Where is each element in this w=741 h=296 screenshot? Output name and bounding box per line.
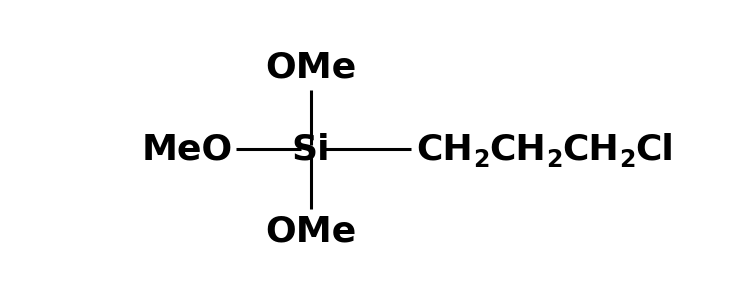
Text: Si: Si — [292, 133, 330, 166]
Text: 2: 2 — [546, 148, 562, 172]
Text: MeO: MeO — [142, 133, 233, 166]
Text: CH: CH — [489, 133, 546, 166]
Text: 2: 2 — [473, 148, 489, 172]
Text: OMe: OMe — [265, 51, 356, 85]
Text: 2: 2 — [619, 148, 635, 172]
Text: CH: CH — [416, 133, 473, 166]
Text: Cl: Cl — [635, 133, 674, 166]
Text: CH: CH — [562, 133, 619, 166]
Text: OMe: OMe — [265, 214, 356, 248]
